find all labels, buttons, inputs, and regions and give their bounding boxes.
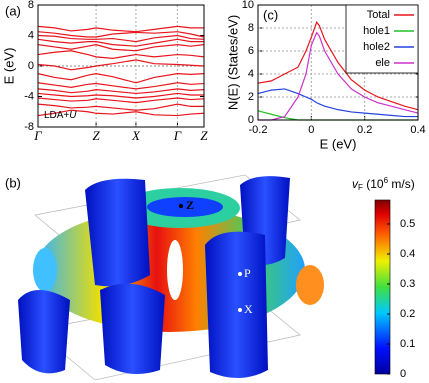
x-tick-label: Z: [200, 128, 208, 143]
colorbar-label-part: F: [358, 183, 363, 192]
legend-box: [345, 4, 419, 74]
colorbar-label-part: m/s): [388, 177, 415, 191]
series-line: [37, 103, 204, 111]
point-label: Z: [186, 198, 194, 212]
x-tick-label: X: [131, 128, 141, 143]
series-line: [258, 31, 419, 121]
y-tick-label: 4: [28, 29, 34, 41]
annotation-part: LDA+: [44, 110, 69, 121]
colorbar-tick-label: 0: [400, 368, 406, 380]
series-line: [37, 31, 205, 38]
series-line: [37, 82, 205, 90]
series-line: [37, 34, 205, 43]
point-label: P: [244, 266, 251, 280]
x-tick-label: 0.4: [410, 124, 425, 136]
series-line: [37, 44, 205, 52]
x-tick-label: Z: [92, 128, 100, 143]
colorbar-tick-label: 0.3: [400, 278, 415, 290]
y-tick-label: 8: [248, 22, 254, 34]
x-axis-label: E (eV): [320, 136, 357, 151]
y-tick-label: 8: [28, 0, 34, 11]
y-tick-label: 10: [242, 0, 254, 11]
point-label: X: [244, 302, 253, 316]
x-tick-label: Γ: [33, 128, 42, 143]
colorbar-label: vF (106 m/s): [352, 176, 415, 192]
colorbar-tick-label: 0.5: [400, 218, 415, 230]
y-tick-label: 0: [28, 60, 34, 72]
x-tick-label: Γ: [173, 128, 182, 143]
y-tick-label: 4: [248, 68, 254, 80]
x-tick-label: -0.2: [249, 124, 268, 136]
plot-frame: [37, 4, 205, 128]
colorbar-tick-label: 0.4: [400, 248, 415, 260]
annotation-part: U: [69, 110, 77, 121]
series-line: [257, 21, 419, 111]
panel-label: (c): [263, 7, 278, 22]
panel-label: (b): [5, 175, 21, 190]
colorbar-label-part: (10: [363, 177, 384, 191]
legend-label: hole1: [363, 25, 390, 37]
colorbar: [374, 199, 391, 375]
fermi-surface: Z P X (b): [5, 174, 324, 381]
series-line: [37, 38, 204, 47]
y-axis-label: E (eV): [1, 48, 16, 85]
series-line: [37, 92, 204, 99]
x-tick-label: 0: [308, 124, 314, 136]
series-line: [257, 88, 418, 118]
colorbar-label-part: v: [352, 177, 359, 191]
series-line: [37, 109, 205, 117]
colorbar-label-part: 6: [384, 176, 389, 185]
y-tick-label: -8: [24, 121, 34, 133]
series-line: [37, 97, 205, 104]
y-tick-label: 0: [248, 114, 254, 126]
y-axis-label: N(E) (States/eV): [225, 15, 240, 110]
series-line: [37, 59, 205, 71]
x-tick-label: 0.2: [357, 124, 372, 136]
series-line: [37, 25, 204, 33]
legend-label: ele: [375, 57, 390, 69]
y-tick-label: 2: [248, 91, 254, 103]
panel-label: (a): [5, 3, 21, 18]
series-line: [37, 88, 205, 95]
legend-label: Total: [367, 9, 390, 21]
colorbar-tick-label: 0.2: [400, 308, 415, 320]
series-line: [37, 73, 205, 84]
colorbar-tick-label: 0.1: [400, 338, 415, 350]
y-tick-label: -4: [24, 90, 34, 102]
y-tick-label: 6: [248, 45, 254, 57]
series-line: [37, 50, 205, 59]
legend-label: hole2: [363, 41, 390, 53]
annotation: LDA+U: [44, 110, 77, 121]
